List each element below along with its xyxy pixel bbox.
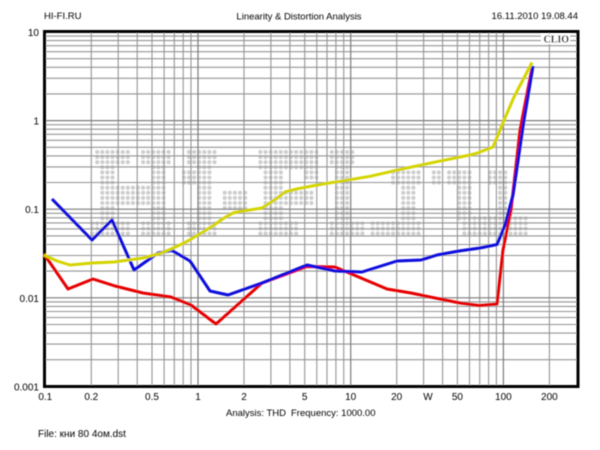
svg-text:Analysis: THD: Analysis: THD [226,408,286,419]
svg-text:2: 2 [241,392,247,403]
svg-text:50: 50 [452,392,464,403]
svg-text:0.1: 0.1 [38,392,52,403]
svg-text:10: 10 [28,28,40,39]
svg-text:200: 200 [541,392,558,403]
svg-text:10: 10 [345,392,357,403]
svg-text:HI-FI.RU: HI-FI.RU [44,11,82,22]
svg-text:Frequency: 1000.00: Frequency: 1000.00 [291,408,376,419]
svg-text:CLIO: CLIO [544,35,570,46]
svg-text:File: кни 80 4ом.dst: File: кни 80 4ом.dst [38,429,126,440]
svg-text:0.01: 0.01 [20,294,40,305]
svg-text:16.11.2010 19.08.44: 16.11.2010 19.08.44 [492,11,578,22]
svg-text:1: 1 [33,117,39,128]
svg-text:0.5: 0.5 [145,392,159,403]
svg-text:0.1: 0.1 [25,205,39,216]
svg-text:Linearity & Distortion Analysi: Linearity & Distortion Analysis [236,12,361,23]
svg-text:5: 5 [302,392,308,403]
svg-text:0.001: 0.001 [14,382,39,393]
svg-text:100: 100 [495,392,512,403]
svg-text:1: 1 [195,392,201,403]
svg-text:0.2: 0.2 [84,392,98,403]
svg-text:20: 20 [391,392,403,403]
svg-text:W: W [423,392,433,403]
